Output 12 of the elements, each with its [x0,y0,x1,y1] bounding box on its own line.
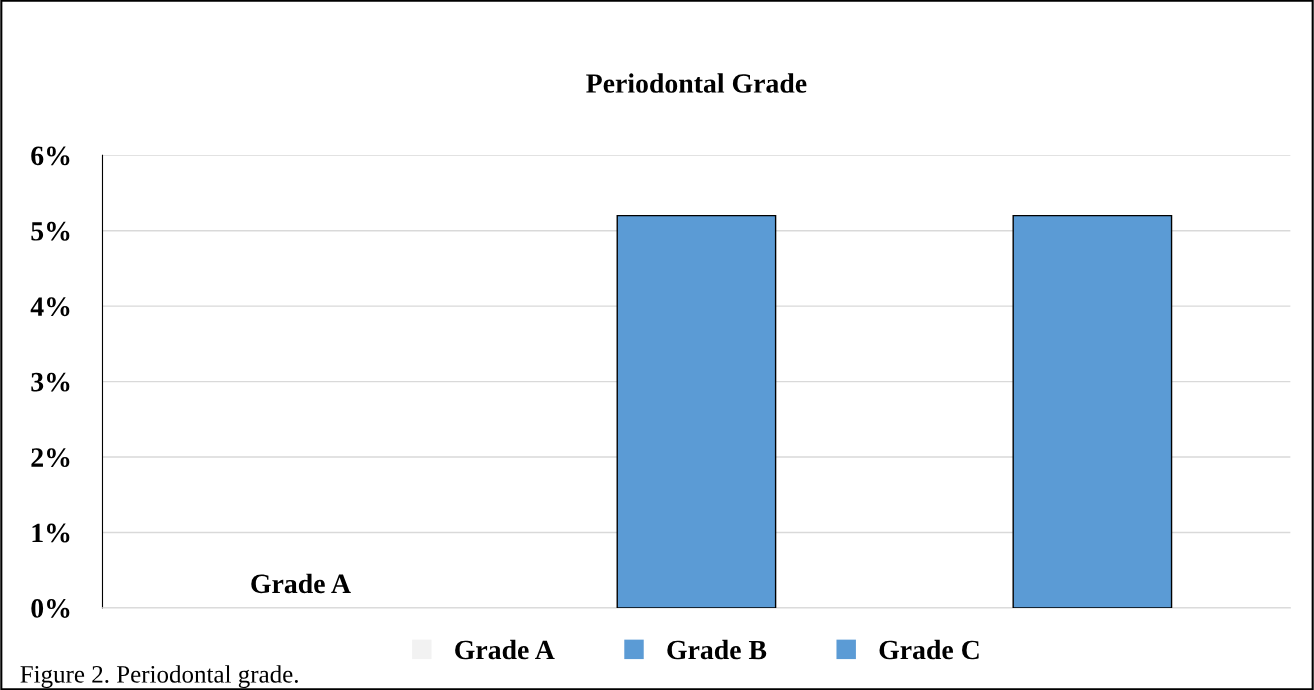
y-tick-label: 5% [31,221,70,241]
y-tick-label: 3% [31,372,70,392]
y-tick-label: 4% [30,297,70,317]
legend-label: Grade C [879,639,979,660]
legend-label: Grade A [455,639,555,660]
caption: Figure 2. Periodontal grade. [20,665,298,688]
legend-label: Grade B [667,639,767,660]
y-tick-label: 6% [31,146,70,166]
chart-title: Periodontal Grade [586,73,807,93]
y-tick-label: 1% [32,523,70,543]
y-tick-label: 2% [31,448,70,468]
y-tick-label: 0% [31,599,70,618]
